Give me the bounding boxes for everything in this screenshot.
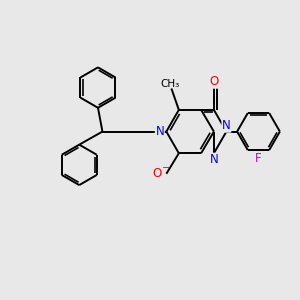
Text: O: O bbox=[153, 167, 162, 180]
Text: N: N bbox=[209, 153, 218, 166]
Text: −: − bbox=[162, 164, 170, 173]
Text: N: N bbox=[222, 119, 231, 132]
Text: F: F bbox=[255, 152, 262, 165]
Text: O: O bbox=[209, 75, 218, 88]
Text: CH₃: CH₃ bbox=[160, 79, 179, 89]
Text: N: N bbox=[155, 125, 164, 138]
